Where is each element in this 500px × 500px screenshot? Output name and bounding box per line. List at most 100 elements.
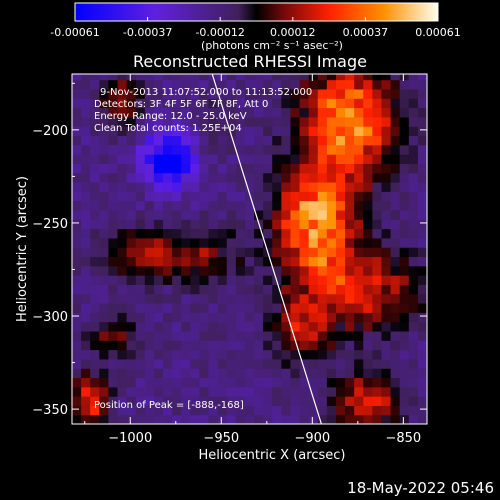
heatmap-cell [126, 396, 137, 406]
heatmap-cell [408, 405, 419, 416]
heatmap-cell [372, 228, 383, 239]
heatmap-cell [81, 414, 91, 424]
heatmap-cell [299, 321, 310, 332]
heatmap-cell [226, 349, 237, 360]
heatmap-cell [317, 219, 328, 230]
heatmap-cell [244, 321, 255, 332]
heatmap-cell [99, 293, 110, 304]
heatmap-cell [172, 330, 182, 341]
heatmap-cell [126, 88, 137, 99]
heatmap-cell [263, 256, 273, 267]
heatmap-cell [199, 163, 210, 174]
heatmap-cell [417, 200, 427, 211]
heatmap-cell [345, 340, 355, 351]
heatmap-cell [354, 209, 364, 220]
heatmap-cell [108, 237, 119, 248]
heatmap-cell [90, 284, 100, 295]
colorbar-tick-label: -0.00037 [123, 26, 172, 39]
heatmap-cell [281, 74, 292, 81]
heatmap-cell [190, 414, 201, 424]
heatmap-cell [226, 126, 237, 137]
heatmap-cell [335, 340, 346, 351]
solar-limb-line [211, 74, 322, 424]
heatmap-cell [126, 377, 137, 388]
heatmap-cell [326, 377, 337, 388]
heatmap-cell [90, 349, 100, 360]
heatmap-cell [345, 414, 355, 424]
heatmap-cell [108, 386, 119, 397]
heatmap-cell [163, 144, 173, 155]
heatmap-cell [390, 200, 401, 211]
heatmap-cell [190, 368, 201, 379]
heatmap-cell [181, 107, 191, 118]
heatmap-cell [153, 135, 164, 146]
heatmap-cell [281, 88, 292, 99]
heatmap-cell [163, 163, 173, 174]
heatmap-cell [335, 256, 346, 267]
heatmap-cell [299, 302, 310, 313]
heatmap-cell [163, 88, 173, 99]
heatmap-cell [299, 396, 310, 406]
heatmap-cell [381, 219, 392, 230]
heatmap-cell [408, 247, 419, 258]
heatmap-cell [235, 237, 246, 248]
heatmap-cell [163, 321, 173, 332]
heatmap-cell [308, 368, 319, 379]
heatmap-cell [99, 275, 110, 285]
heatmap-cell [199, 321, 210, 332]
heatmap-cell [81, 405, 91, 416]
heatmap-cell [144, 293, 155, 304]
heatmap-cell [217, 321, 228, 332]
heatmap-cell [244, 116, 255, 127]
heatmap-cell [208, 256, 219, 267]
heatmap-cell [90, 116, 100, 127]
heatmap-cell [181, 386, 191, 397]
heatmap-cell [144, 302, 155, 313]
heatmap-cell [217, 358, 228, 369]
heatmap-cell [90, 302, 100, 313]
info-clean-counts: Clean Total counts: 1.25E+04 [94, 123, 242, 134]
heatmap-cell [272, 116, 282, 127]
heatmap-cell [108, 98, 119, 109]
heatmap-cell [99, 126, 110, 137]
heatmap-cell [281, 237, 292, 248]
heatmap-cell [345, 135, 355, 146]
heatmap-cell [281, 172, 292, 183]
heatmap-cell [390, 377, 401, 388]
heatmap-cell [217, 154, 228, 164]
heatmap-cell [399, 209, 410, 220]
heatmap-cell [354, 330, 364, 341]
heatmap-cell [208, 284, 219, 295]
heatmap-cell [390, 172, 401, 183]
heatmap-cell [235, 302, 246, 313]
heatmap-cell [263, 330, 273, 341]
heatmap-cell [108, 293, 119, 304]
heatmap-cell [90, 414, 100, 424]
heatmap-cell [108, 284, 119, 295]
heatmap-cell [99, 349, 110, 360]
heatmap-cell [226, 321, 237, 332]
heatmap-cell [208, 88, 219, 99]
heatmap-cell [345, 377, 355, 388]
heatmap-cell [281, 377, 292, 388]
heatmap-cell [163, 172, 173, 183]
heatmap-cell [372, 256, 383, 267]
heatmap-cell [217, 302, 228, 313]
heatmap-cell [172, 302, 182, 313]
heatmap-cell [126, 191, 137, 202]
heatmap-cell [172, 79, 182, 90]
heatmap-cell [72, 349, 82, 360]
heatmap-cell [390, 181, 401, 192]
heatmap-cell [317, 265, 328, 276]
heatmap-cell [199, 349, 210, 360]
heatmap-cell [381, 386, 392, 397]
heatmap-cell [108, 312, 119, 323]
heatmap-cell [99, 358, 110, 369]
heatmap-cell [117, 247, 128, 258]
heatmap-cell [90, 163, 100, 174]
heatmap-cell [254, 237, 264, 248]
heatmap-cell [135, 209, 146, 220]
heatmap-cell [263, 284, 273, 295]
heatmap-cell [263, 265, 273, 276]
heatmap-cell [399, 228, 410, 239]
